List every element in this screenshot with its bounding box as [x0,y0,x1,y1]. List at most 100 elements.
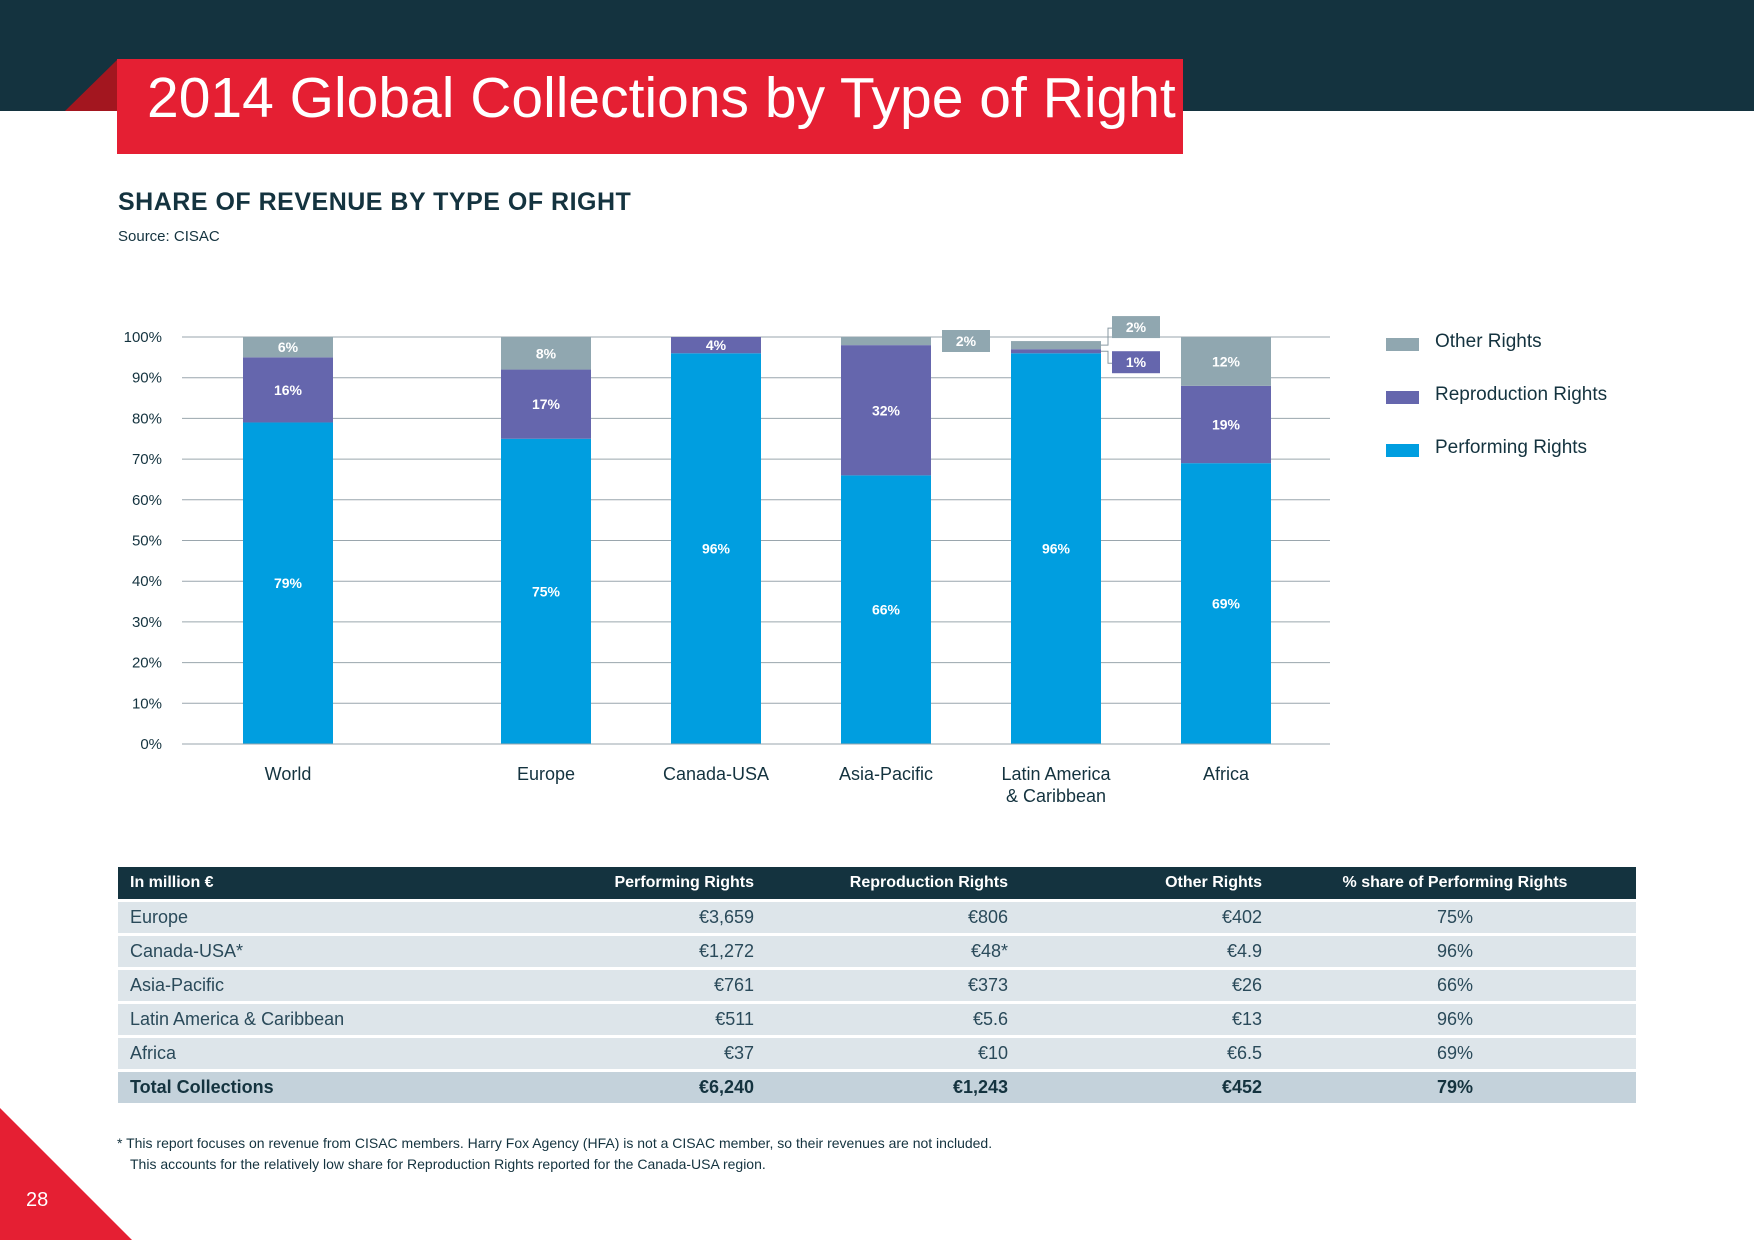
label-performing: 75% [532,583,561,599]
callout-box [942,330,990,352]
table-header-row: In million € Performing Rights Reproduct… [118,867,1636,899]
cell-total-performing: €6,240 [502,1072,766,1103]
label-reproduction: 4% [706,337,727,353]
x-category-label: Africa [1203,764,1250,784]
chart-heading: SHARE OF REVENUE BY TYPE OF RIGHT [118,188,632,216]
label-reproduction: 16% [274,382,303,398]
y-tick-label: 40% [132,573,162,590]
bar-other [1181,337,1271,386]
cell-total-share: 79% [1274,1072,1636,1103]
footnote-line: * This report focuses on revenue from CI… [117,1135,993,1151]
bar-other [501,337,591,370]
bar-other [841,337,931,346]
cell-performing: €511 [502,1004,766,1035]
bar-performing [243,422,333,744]
label-other: 12% [1212,353,1241,369]
cell-total-label: Total Collections [118,1072,502,1103]
label-performing: 79% [274,575,303,591]
footnote: * This report focuses on revenue from CI… [117,1133,992,1175]
bar-reproduction [501,369,591,439]
cell-share: 96% [1274,1004,1636,1035]
cell-reproduction: €806 [766,902,1020,933]
cell-region: Africa [118,1038,502,1069]
label-other: 8% [536,345,557,361]
label-reproduction: 1% [1126,354,1147,370]
bar-other [1011,341,1101,350]
legend-label-performing: Performing Rights [1435,437,1588,458]
bar-performing [671,353,761,744]
label-other: 2% [956,333,977,349]
label-other: 6% [278,339,299,355]
x-category-label: Asia-Pacific [839,764,933,784]
bar-reproduction [841,345,931,476]
callout-leader [1101,327,1112,346]
x-category-label: Canada-USA [663,764,769,784]
cell-performing: €1,272 [502,936,766,967]
bar-performing [1011,353,1101,744]
x-category-label: Europe [517,764,575,784]
bar-reproduction [1011,349,1101,354]
col-header-region: In million € [118,867,502,899]
col-header-reproduction: Reproduction Rights [766,867,1020,899]
bar-reproduction [1181,385,1271,464]
x-category-label: & Caribbean [1006,786,1106,806]
col-header-performing: Performing Rights [502,867,766,899]
cell-total-other: €452 [1020,1072,1274,1103]
bar-performing [501,438,591,744]
bar-reproduction [243,357,333,423]
title-fold [65,60,117,111]
cell-performing: €37 [502,1038,766,1069]
cell-share: 75% [1274,902,1636,933]
label-other: 2% [1126,319,1147,335]
legend-swatch-reproduction [1386,391,1419,404]
col-header-other: Other Rights [1020,867,1274,899]
cell-total-reproduction: €1,243 [766,1072,1020,1103]
cell-region: Europe [118,902,502,933]
cell-reproduction: €48* [766,936,1020,967]
page-number: 28 [26,1189,49,1211]
label-performing: 96% [702,541,731,557]
cell-reproduction: €373 [766,970,1020,1001]
label-performing: 66% [872,602,901,618]
x-category-label: World [265,764,312,784]
cell-share: 66% [1274,970,1636,1001]
bar-other [243,337,333,358]
cell-performing: €761 [502,970,766,1001]
cell-share: 69% [1274,1038,1636,1069]
title-box: 2014 Global Collections by Type of Right [117,59,1183,154]
table-total-row: Total Collections €6,240 €1,243 €452 79% [118,1072,1636,1103]
label-reproduction: 19% [1212,417,1241,433]
bar-performing [1181,463,1271,744]
table-row: Asia-Pacific €761 €373 €26 66% [118,970,1636,1001]
x-category-label: Latin America [1001,764,1111,784]
table-row: Canada-USA* €1,272 €48* €4.9 96% [118,936,1636,967]
label-reproduction: 17% [532,396,561,412]
cell-other: €26 [1020,970,1274,1001]
cell-other: €4.9 [1020,936,1274,967]
label-performing: 69% [1212,596,1241,612]
y-tick-label: 100% [124,329,162,346]
bar-performing [841,475,931,744]
stacked-bar-chart: 0% 10% 20% 30% 40% 50% 60% 70% 80% 90% 100% 79% 16% 6… [124,316,1330,806]
cell-share: 96% [1274,936,1636,967]
col-header-share: % share of Performing Rights [1274,867,1636,899]
legend-swatch-other [1386,338,1419,351]
bar-reproduction [671,337,761,354]
y-tick-label: 60% [132,492,162,509]
callout-box [1112,316,1160,339]
page-corner [0,1108,132,1240]
legend-label-other: Other Rights [1435,331,1542,352]
legend-label-reproduction: Reproduction Rights [1435,384,1608,405]
y-tick-label: 0% [140,736,162,753]
y-tick-label: 90% [132,370,162,387]
label-performing: 96% [1042,541,1071,557]
cell-other: €13 [1020,1004,1274,1035]
y-tick-label: 10% [132,695,162,712]
cell-region: Canada-USA* [118,936,502,967]
cell-region: Asia-Pacific [118,970,502,1001]
cell-other: €6.5 [1020,1038,1274,1069]
cell-reproduction: €10 [766,1038,1020,1069]
y-tick-label: 30% [132,614,162,631]
footnote-line: This accounts for the relatively low sha… [130,1156,766,1172]
callout-leader [1101,350,1112,364]
